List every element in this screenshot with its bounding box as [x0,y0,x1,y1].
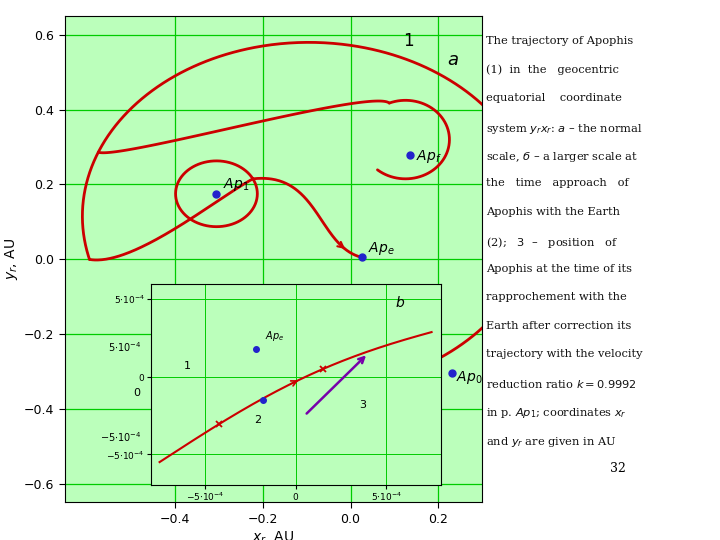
Text: $Ap_0$: $Ap_0$ [456,369,482,386]
Text: trajectory with the velocity: trajectory with the velocity [486,349,642,359]
Text: system $y_rx_r$: $a$ – the normal: system $y_rx_r$: $a$ – the normal [486,122,642,136]
Text: $5{\cdot}10^{-4}$: $5{\cdot}10^{-4}$ [108,340,142,354]
Text: $-5{\cdot}10^{-4}$: $-5{\cdot}10^{-4}$ [100,430,142,444]
Text: $Ap_1$: $Ap_1$ [223,176,249,193]
Text: Apophis with the Earth: Apophis with the Earth [486,207,620,217]
Text: rapprochement with the: rapprochement with the [486,292,626,302]
Text: equatorial    coordinate: equatorial coordinate [486,93,622,103]
Text: in p. $Ap_1$; coordinates $x_r$: in p. $Ap_1$; coordinates $x_r$ [486,406,626,420]
Text: 32: 32 [610,462,626,475]
Text: The trajectory of Apophis: The trajectory of Apophis [486,36,634,46]
Text: $1$: $1$ [403,33,415,50]
Text: reduction ratio $k = 0.9992$: reduction ratio $k = 0.9992$ [486,377,637,390]
Text: the   time   approach   of: the time approach of [486,179,629,188]
Text: $Ap_e$: $Ap_e$ [368,240,395,256]
X-axis label: $x_r$, AU: $x_r$, AU [253,530,294,540]
Text: scale, $б$ – a larger scale at: scale, $б$ – a larger scale at [486,150,638,164]
Text: Apophis at the time of its: Apophis at the time of its [486,264,632,274]
Text: and $y_r$ are given in AU: and $y_r$ are given in AU [486,435,616,449]
Text: $a$: $a$ [447,51,459,69]
Text: (1)  in  the   geocentric: (1) in the geocentric [486,65,619,75]
Text: Earth after correction its: Earth after correction its [486,321,631,331]
Text: (2);   $3$  –   position   of: (2); $3$ – position of [486,235,618,251]
Y-axis label: $y_r$, AU: $y_r$, AU [3,238,20,280]
Text: $Ap_f$: $Ap_f$ [416,148,442,165]
Text: $0$: $0$ [133,386,142,398]
